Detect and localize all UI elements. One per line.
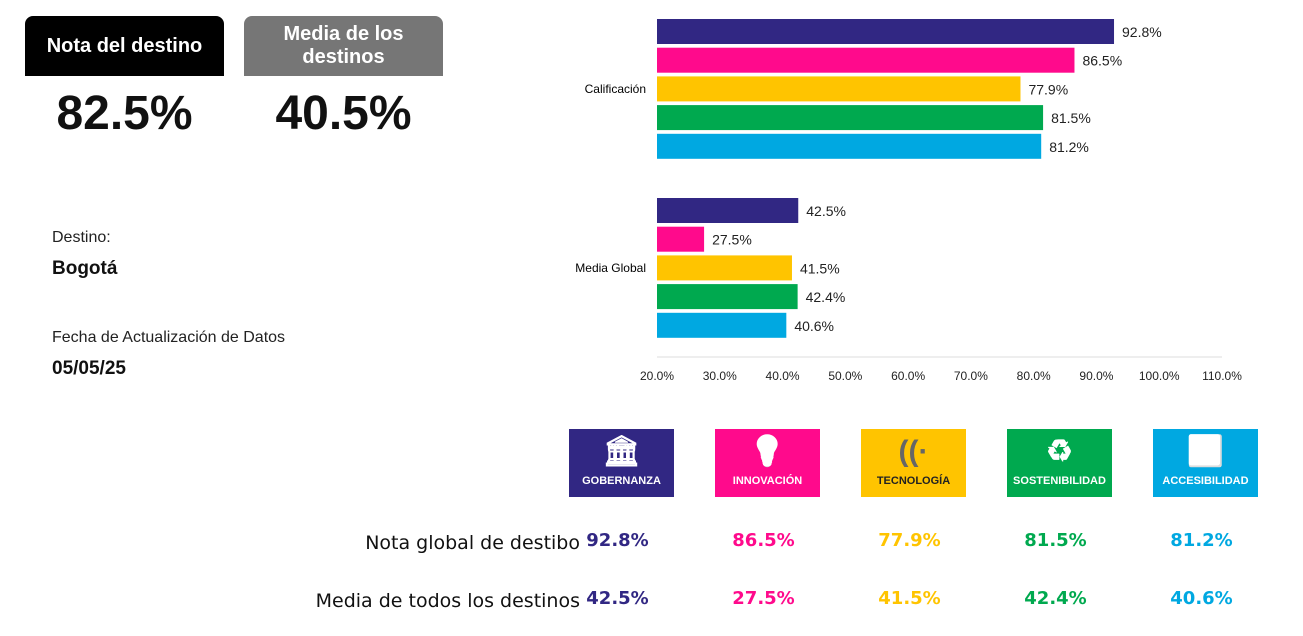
media-row-label: Media de todos los destinos [315, 590, 580, 612]
pillar-label: GOBERNANZA [582, 475, 661, 487]
media-destinos-header: Media de los destinos [244, 16, 443, 76]
bar [657, 105, 1044, 131]
data-label: 81.2% [1049, 139, 1089, 155]
pillar-label: TECNOLOGÍA [876, 475, 951, 487]
media-destinos-value: 40.5% [275, 87, 412, 140]
pillar-label: INNOVACIÓN [732, 475, 803, 487]
destino-label: Destino: [52, 229, 111, 246]
pillar-label: SOSTENIBILIDAD [1013, 475, 1106, 487]
media-value: 27.5% [732, 588, 795, 609]
nota-row-label: Nota global de destibo [365, 532, 580, 554]
media-value: 42.4% [1024, 588, 1087, 609]
bar [657, 198, 799, 223]
bar [657, 76, 1021, 102]
media-value: 40.6% [1170, 588, 1233, 609]
x-tick-label: 40.0% [766, 369, 800, 383]
pillar-tile-gobernanza: 🏛 GOBERNANZA [569, 429, 674, 497]
data-label: 41.5% [800, 260, 840, 276]
nota-destino-header: Nota del destino [25, 16, 224, 76]
lightbulb-icon: 💡 [748, 435, 787, 468]
data-label: 42.5% [806, 203, 846, 219]
wifi-signal-icon: ((· [898, 435, 929, 468]
bar [657, 47, 1075, 73]
data-label: 40.6% [794, 318, 834, 334]
nota-value: 92.8% [586, 530, 649, 551]
wheelchair-icon: ♿ [1186, 435, 1225, 468]
data-label: 81.5% [1051, 110, 1091, 126]
data-label: 77.9% [1028, 81, 1068, 97]
x-tick-label: 50.0% [828, 369, 862, 383]
nota-value: 81.5% [1024, 530, 1087, 551]
pillar-tile-innovación: 💡 INNOVACIÓN [715, 429, 820, 497]
nota-value: 81.2% [1170, 530, 1233, 551]
data-label: 42.4% [806, 289, 846, 305]
media-value: 42.5% [586, 588, 649, 609]
bar [657, 284, 798, 310]
nota-destino-value: 82.5% [56, 87, 193, 140]
x-tick-label: 70.0% [954, 369, 988, 383]
bar [657, 255, 792, 281]
pillar-tile-accesibilidad: ♿ ACCESIBILIDAD [1153, 429, 1258, 497]
bar [657, 133, 1042, 159]
recycle-icon: ♻ [1046, 435, 1073, 468]
data-label: 86.5% [1082, 53, 1122, 69]
nota-value: 86.5% [732, 530, 795, 551]
category-label: Calificación [585, 82, 646, 96]
x-tick-label: 30.0% [703, 369, 737, 383]
bar [657, 226, 705, 252]
nota-value: 77.9% [878, 530, 941, 551]
x-tick-label: 90.0% [1079, 369, 1113, 383]
x-tick-label: 100.0% [1139, 369, 1180, 383]
x-tick-label: 110.0% [1202, 369, 1242, 383]
pillar-tile-tecnología: ((· TECNOLOGÍA [861, 429, 966, 497]
bar-chart: Calificación 92.8%86.5% 77.9% 81.5% 81.2% Med… [575, 19, 1242, 383]
pillar-label: ACCESIBILIDAD [1162, 475, 1249, 487]
data-label: 27.5% [712, 232, 752, 248]
pillar-tile-sostenibilidad: ♻ SOSTENIBILIDAD [1007, 429, 1112, 497]
x-tick-label: 80.0% [1017, 369, 1051, 383]
x-tick-label: 20.0% [640, 369, 674, 383]
bar [657, 312, 787, 338]
x-tick-label: 60.0% [891, 369, 925, 383]
destino-value: Bogotá [52, 258, 118, 279]
fecha-label: Fecha de Actualización de Datos [52, 329, 286, 346]
data-label: 92.8% [1122, 24, 1162, 40]
government-building-icon: 🏛 [602, 435, 641, 468]
fecha-value: 05/05/25 [52, 358, 126, 379]
bar [657, 19, 1115, 44]
category-label: Media Global [575, 261, 646, 275]
media-value: 41.5% [878, 588, 941, 609]
